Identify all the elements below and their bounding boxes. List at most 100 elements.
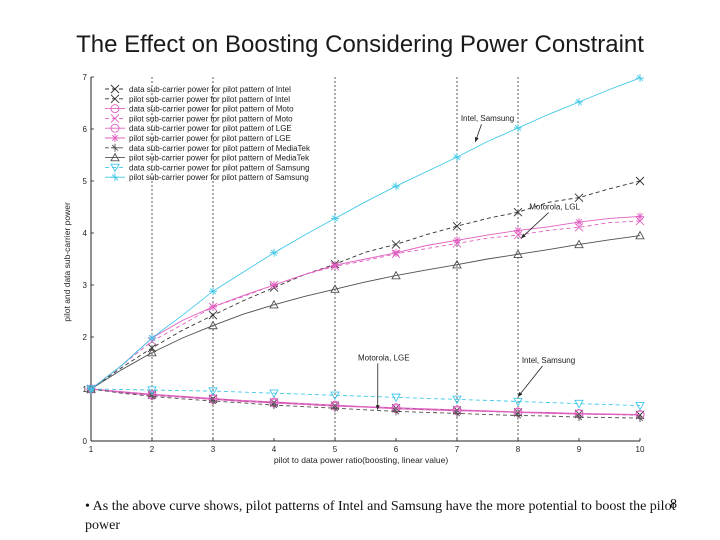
series-line-8 — [90, 388, 641, 407]
x-tick-label-9: 9 — [577, 445, 582, 454]
data-point — [148, 334, 156, 343]
y-tick-label-7: 7 — [83, 73, 88, 82]
x-axis-label: pilot to data power ratio(boosting, line… — [274, 455, 449, 465]
data-point — [574, 193, 584, 202]
series-1 — [86, 176, 645, 394]
data-point — [513, 230, 523, 240]
x-tick-label-4: 4 — [272, 445, 277, 454]
legend-label-2: data sub-carrier power for pilot pattern… — [129, 105, 294, 114]
data-point — [514, 123, 522, 132]
data-point — [331, 404, 339, 413]
data-point — [513, 397, 523, 407]
y-tick-label-2: 2 — [83, 333, 88, 342]
series-line-5 — [90, 215, 641, 390]
data-point — [209, 287, 217, 296]
data-point — [269, 299, 279, 309]
data-point — [636, 414, 644, 423]
data-point — [147, 386, 157, 395]
series-5 — [87, 212, 644, 393]
x-tick-label-2: 2 — [150, 445, 155, 454]
legend-label-6: data sub-carrier power for pilot pattern… — [129, 144, 311, 153]
legend-marker-0 — [110, 84, 120, 94]
data-point — [452, 395, 462, 405]
x-tick-label-8: 8 — [516, 445, 521, 454]
series-line-3 — [90, 220, 641, 390]
data-point — [270, 281, 278, 289]
data-point — [330, 391, 340, 401]
data-point — [575, 218, 583, 227]
data-point — [391, 240, 401, 249]
data-point — [270, 401, 278, 410]
data-point — [635, 401, 645, 411]
data-point — [392, 407, 400, 416]
x-tick-label-6: 6 — [394, 445, 399, 454]
legend-label-0: data sub-carrier power for pilot pattern… — [129, 85, 291, 94]
data-point — [514, 226, 522, 235]
annotation-label-0: Intel, Samsung — [461, 114, 514, 123]
data-point — [331, 261, 339, 270]
x-tick-label-1: 1 — [89, 445, 94, 454]
legend-label-9: pilot sub-carrier power for pilot patter… — [129, 173, 309, 182]
legend-label-7: pilot sub-carrier power for pilot patter… — [129, 154, 310, 163]
legend-marker-1 — [110, 94, 120, 104]
bullet-text: • As the above curve shows, pilot patter… — [85, 497, 685, 535]
data-point — [575, 97, 583, 106]
data-point — [391, 393, 401, 403]
data-point — [635, 176, 645, 186]
data-point — [513, 249, 523, 258]
data-point — [453, 153, 461, 162]
series-line-2 — [90, 388, 641, 415]
y-tick-label-0: 0 — [83, 437, 88, 446]
data-point — [453, 409, 461, 418]
series-line-6 — [90, 388, 641, 419]
data-point — [391, 270, 401, 280]
legend-label-5: pilot sub-carrier power for pilot patter… — [129, 134, 291, 143]
slide-title: The Effect on Boosting Considering Power… — [76, 31, 644, 58]
legend: data sub-carrier power for pilot pattern… — [105, 84, 311, 182]
legend-marker-5 — [111, 134, 119, 142]
annotation-arrow-3 — [517, 365, 543, 398]
legend-label-4: data sub-carrier power for pilot pattern… — [129, 124, 292, 133]
data-point — [574, 239, 584, 249]
series-line-4 — [90, 388, 641, 416]
data-point — [453, 236, 461, 245]
series-9 — [87, 74, 644, 393]
legend-marker-2 — [110, 104, 120, 114]
series-line-9 — [90, 77, 641, 390]
annotation-arrow-1 — [520, 212, 549, 239]
annotations: Intel, Samsung Motorola, LGL Motorola, LGE… — [358, 114, 580, 410]
data-point — [208, 310, 218, 320]
y-axis-label: pilot and data sub-carrier power — [62, 202, 72, 322]
legend-marker-7 — [110, 152, 120, 162]
page-number: 8 — [670, 497, 677, 512]
bullet-body: As the above curve shows, pilot patterns… — [85, 499, 676, 533]
data-point — [270, 248, 278, 257]
legend-marker-9 — [111, 173, 119, 182]
data-point — [636, 212, 644, 221]
bullet-marker: • — [85, 499, 90, 514]
y-tick-label-6: 6 — [83, 125, 88, 134]
data-point — [269, 389, 279, 399]
x-tick-label-7: 7 — [455, 445, 460, 454]
legend-marker-4 — [110, 123, 120, 133]
data-point — [330, 284, 340, 293]
data-point — [87, 385, 95, 393]
y-tick-label-5: 5 — [83, 177, 88, 186]
annotation-arrowhead-2 — [375, 405, 380, 410]
annotation-label-2: Motorola, LGE — [358, 353, 410, 362]
gridlines — [151, 77, 519, 441]
data-point — [635, 230, 645, 240]
data-point — [147, 347, 157, 357]
annotation-arrowhead-0 — [474, 137, 479, 142]
legend-marker-3 — [110, 114, 120, 123]
data-point — [635, 216, 645, 226]
x-tick-label-3: 3 — [211, 445, 216, 454]
legend-label-1: pilot sub-carrier power for pilot patter… — [129, 95, 290, 104]
annotation-arrowhead-1 — [521, 233, 526, 239]
x-tick-label-10: 10 — [636, 445, 645, 454]
data-point — [513, 207, 523, 217]
legend-marker-6 — [111, 143, 119, 152]
legend-label-3: pilot sub-carrier power for pilot patter… — [129, 114, 293, 123]
